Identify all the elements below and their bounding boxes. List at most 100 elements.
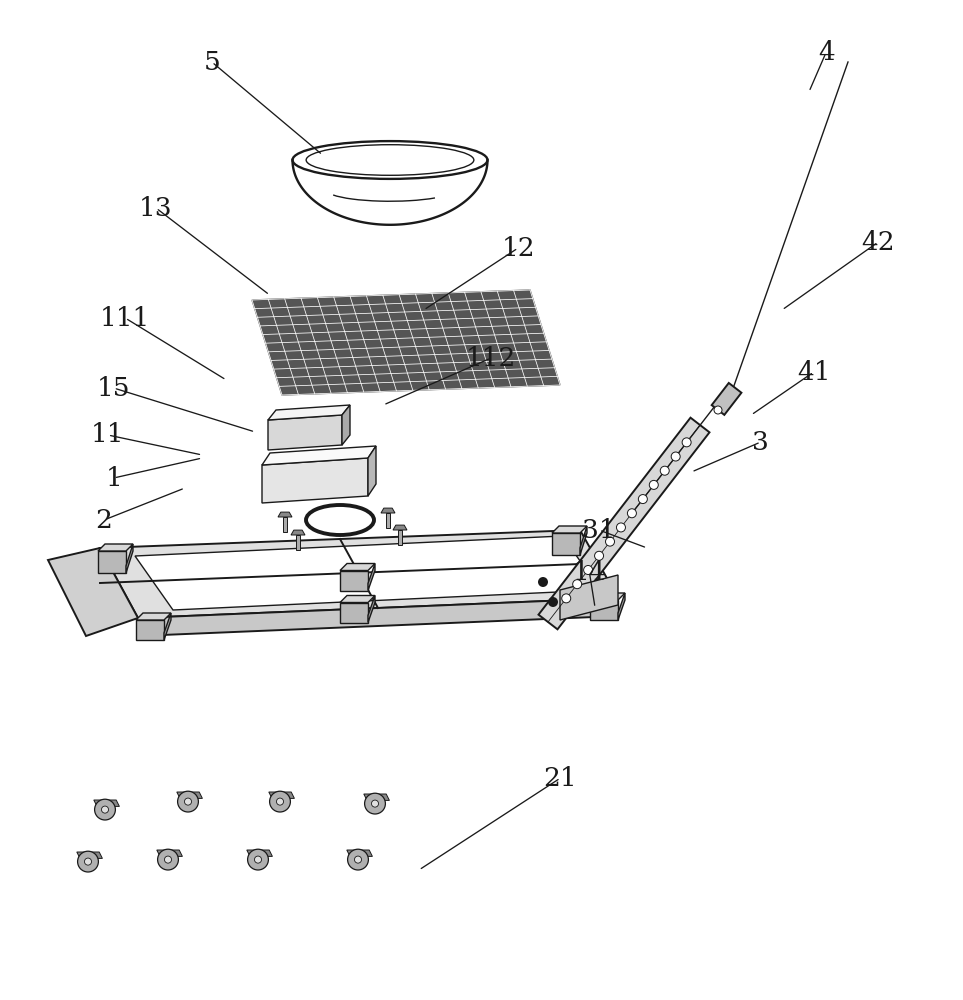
- Circle shape: [254, 856, 262, 863]
- Polygon shape: [340, 570, 368, 590]
- Circle shape: [671, 452, 680, 461]
- Circle shape: [177, 791, 198, 812]
- Text: 3: 3: [752, 430, 769, 454]
- Circle shape: [616, 523, 625, 532]
- Polygon shape: [157, 850, 182, 856]
- Circle shape: [594, 551, 604, 560]
- Text: 42: 42: [862, 230, 895, 254]
- Polygon shape: [164, 613, 171, 640]
- Polygon shape: [385, 513, 390, 528]
- Circle shape: [165, 856, 171, 863]
- Polygon shape: [102, 801, 110, 816]
- Polygon shape: [552, 526, 587, 533]
- Polygon shape: [177, 792, 202, 798]
- Circle shape: [85, 858, 91, 865]
- Polygon shape: [93, 800, 119, 806]
- Polygon shape: [100, 530, 618, 618]
- Circle shape: [649, 480, 659, 489]
- Text: 13: 13: [140, 196, 172, 221]
- Polygon shape: [560, 575, 618, 620]
- Polygon shape: [136, 613, 171, 620]
- Polygon shape: [268, 415, 342, 450]
- Polygon shape: [135, 536, 601, 610]
- Text: 4: 4: [818, 39, 835, 64]
- Polygon shape: [247, 850, 273, 856]
- Text: 111: 111: [100, 306, 150, 331]
- Polygon shape: [262, 446, 376, 465]
- Polygon shape: [282, 517, 287, 532]
- Circle shape: [584, 565, 592, 574]
- Circle shape: [94, 799, 116, 820]
- Polygon shape: [712, 383, 742, 415]
- Circle shape: [682, 438, 691, 447]
- Polygon shape: [126, 544, 133, 573]
- Polygon shape: [368, 595, 375, 622]
- Polygon shape: [368, 446, 376, 496]
- Polygon shape: [48, 548, 138, 636]
- Polygon shape: [538, 418, 710, 629]
- Text: 31: 31: [583, 518, 615, 542]
- Polygon shape: [276, 793, 285, 808]
- Polygon shape: [340, 595, 375, 602]
- Polygon shape: [185, 793, 193, 808]
- Polygon shape: [252, 290, 560, 395]
- Polygon shape: [381, 508, 395, 513]
- Polygon shape: [347, 850, 373, 856]
- Text: 15: 15: [97, 375, 130, 400]
- Polygon shape: [590, 593, 625, 600]
- Circle shape: [573, 580, 582, 589]
- Polygon shape: [136, 620, 164, 640]
- Circle shape: [78, 851, 98, 872]
- Polygon shape: [296, 535, 300, 550]
- Circle shape: [247, 849, 269, 870]
- Polygon shape: [552, 533, 580, 555]
- Polygon shape: [580, 526, 587, 555]
- Circle shape: [185, 798, 192, 805]
- Circle shape: [628, 509, 637, 518]
- Text: 14: 14: [573, 559, 606, 584]
- Circle shape: [354, 856, 361, 863]
- Circle shape: [661, 466, 669, 475]
- Polygon shape: [138, 598, 618, 636]
- Polygon shape: [291, 530, 305, 535]
- Circle shape: [270, 791, 291, 812]
- Circle shape: [561, 594, 571, 603]
- Polygon shape: [368, 564, 375, 590]
- Polygon shape: [278, 512, 292, 517]
- Circle shape: [365, 793, 385, 814]
- Polygon shape: [590, 600, 618, 620]
- Polygon shape: [262, 458, 368, 503]
- Polygon shape: [98, 544, 133, 551]
- Circle shape: [372, 800, 378, 807]
- Polygon shape: [618, 593, 625, 620]
- Polygon shape: [372, 795, 379, 810]
- Circle shape: [606, 537, 614, 546]
- Text: 5: 5: [203, 49, 221, 75]
- Circle shape: [714, 406, 722, 414]
- Circle shape: [638, 495, 647, 504]
- Polygon shape: [364, 794, 389, 800]
- Circle shape: [548, 597, 558, 607]
- Circle shape: [101, 806, 109, 813]
- Polygon shape: [340, 602, 368, 622]
- Polygon shape: [165, 851, 172, 866]
- Text: 1: 1: [105, 466, 122, 490]
- Circle shape: [538, 577, 548, 587]
- Polygon shape: [340, 564, 375, 570]
- Polygon shape: [77, 852, 102, 858]
- Polygon shape: [268, 405, 350, 420]
- Polygon shape: [342, 405, 350, 445]
- Polygon shape: [269, 792, 295, 798]
- Circle shape: [276, 798, 283, 805]
- Polygon shape: [255, 851, 263, 866]
- Polygon shape: [393, 525, 407, 530]
- Polygon shape: [354, 851, 363, 866]
- Text: 11: 11: [91, 422, 124, 448]
- Text: 21: 21: [544, 766, 577, 790]
- Text: 41: 41: [797, 360, 830, 384]
- Polygon shape: [98, 551, 126, 573]
- Circle shape: [348, 849, 369, 870]
- Circle shape: [158, 849, 178, 870]
- Text: 2: 2: [95, 508, 113, 532]
- Polygon shape: [85, 853, 92, 868]
